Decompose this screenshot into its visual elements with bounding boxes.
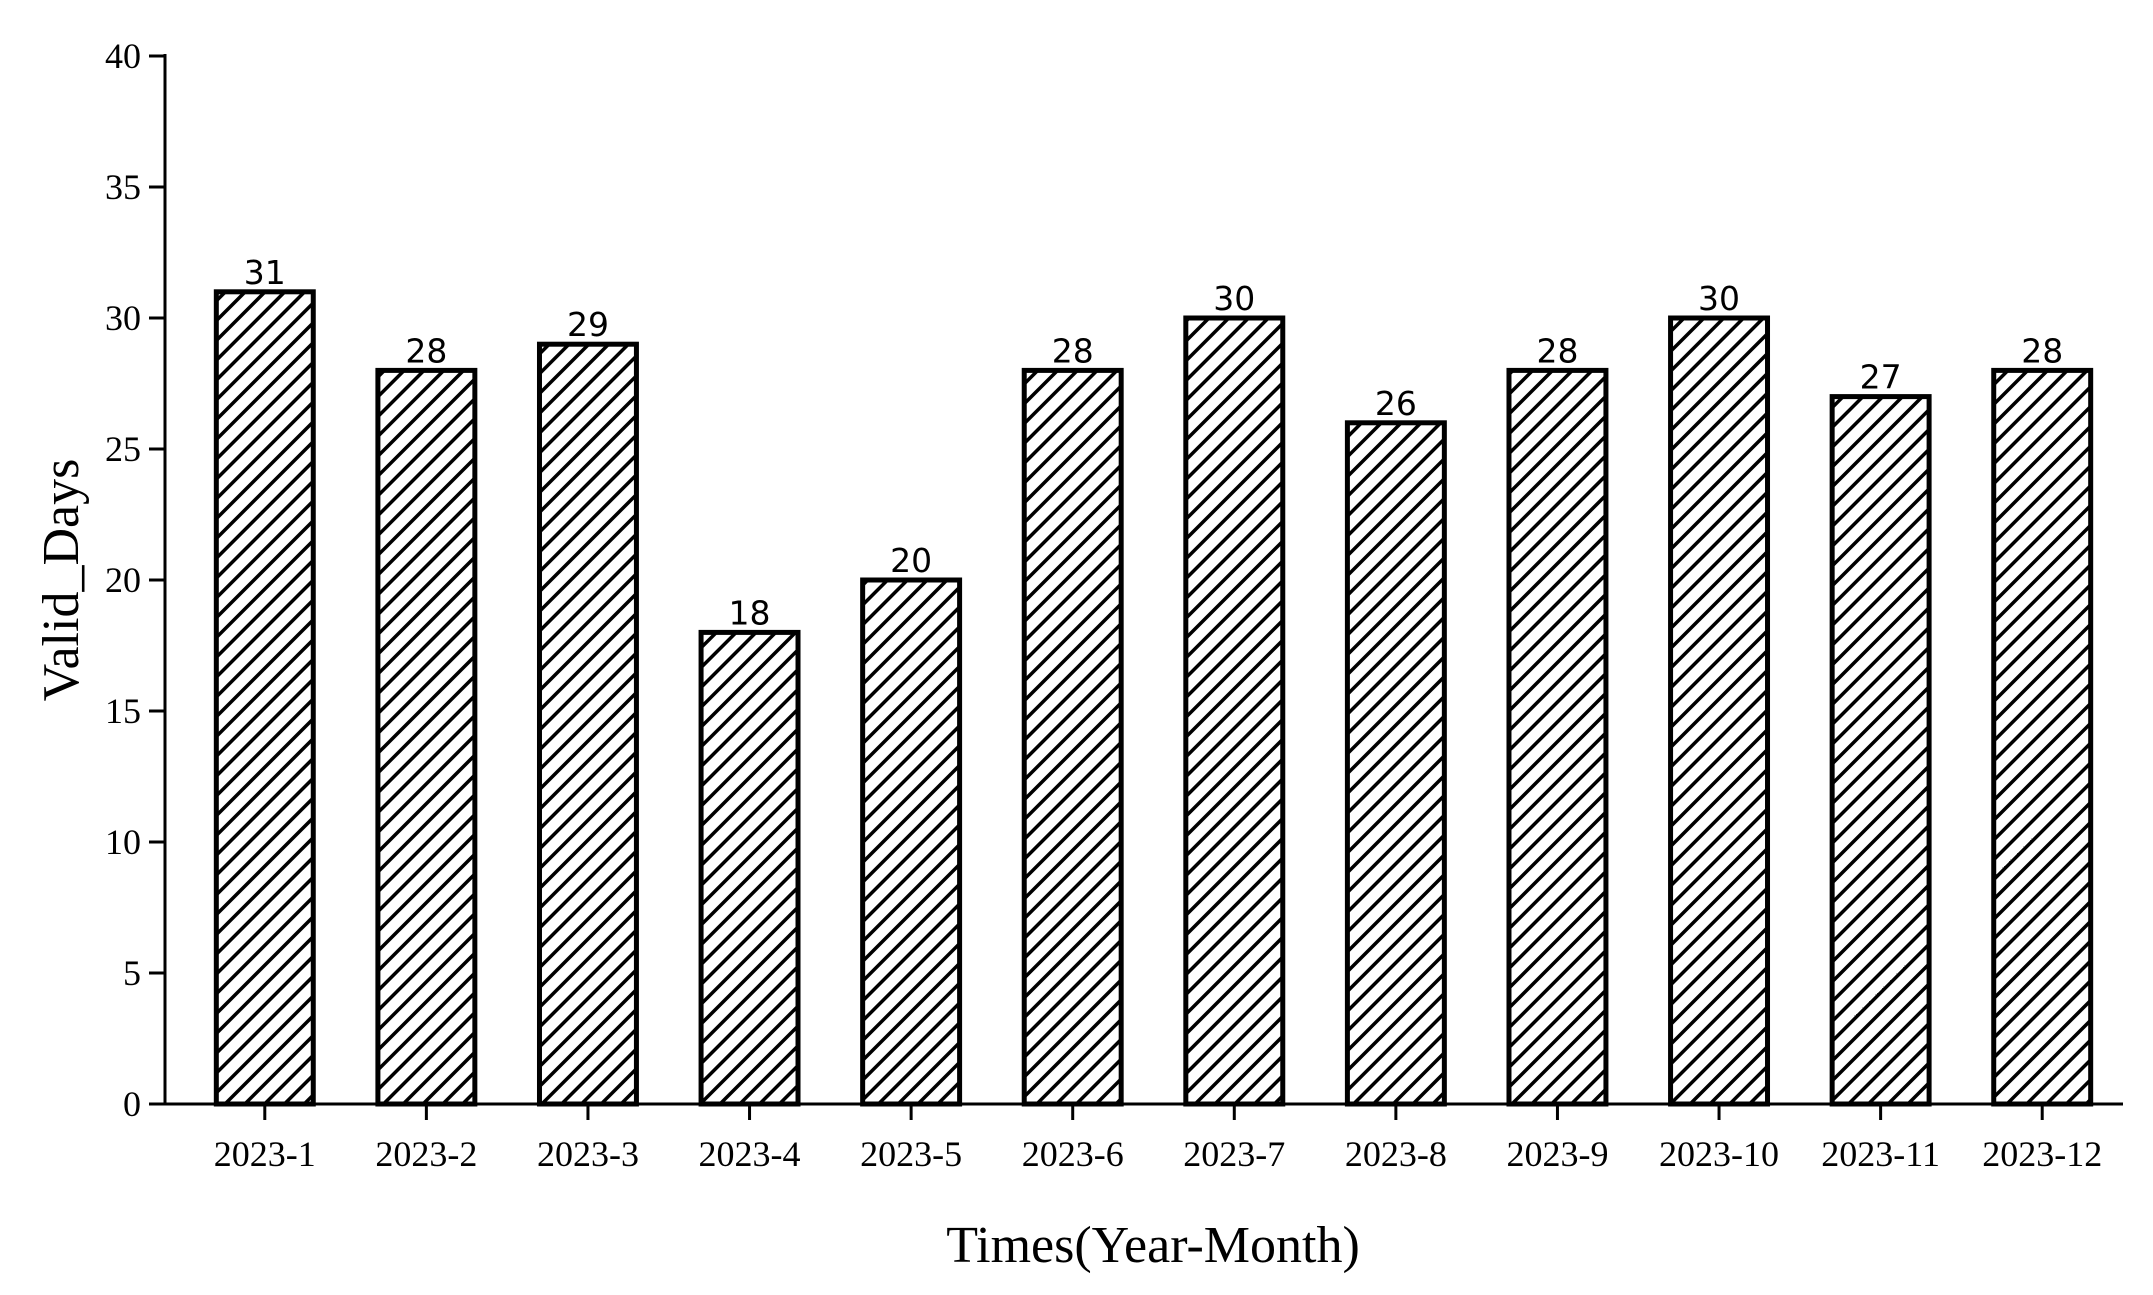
data-label: 27: [1860, 358, 1902, 397]
bar: [1829, 394, 1932, 1107]
bar: [860, 577, 963, 1107]
x-tick-label: 2023-12: [1982, 1134, 2102, 1174]
y-tick-label: 20: [105, 560, 141, 600]
x-tick-label: 2023-1: [214, 1134, 316, 1174]
bar: [1021, 367, 1124, 1107]
bar: [1183, 315, 1286, 1107]
x-tick-label: 2023-9: [1506, 1134, 1608, 1174]
y-axis-title: Valid_Days: [33, 459, 90, 702]
bar: [375, 367, 478, 1107]
x-tick-label: 2023-8: [1345, 1134, 1447, 1174]
bar: [1668, 315, 1771, 1107]
bar: [698, 629, 801, 1107]
y-tick-label: 10: [105, 822, 141, 862]
data-label: 28: [1536, 331, 1578, 370]
data-label: 28: [2021, 331, 2063, 370]
bar: [1344, 420, 1447, 1107]
data-label: 20: [890, 541, 932, 580]
data-label: 28: [1052, 331, 1094, 370]
x-axis-title: Times(Year-Month): [946, 1217, 1360, 1274]
x-tick-label: 2023-6: [1022, 1134, 1124, 1174]
y-tick-label: 15: [105, 691, 141, 731]
bar: [536, 341, 639, 1107]
data-label: 18: [729, 593, 771, 632]
bar: [1991, 367, 2094, 1107]
x-tick-label: 2023-5: [860, 1134, 962, 1174]
x-tick-label: 2023-11: [1821, 1134, 1940, 1174]
y-tick-label: 5: [123, 953, 141, 993]
y-tick-label: 40: [105, 36, 141, 76]
bar: [213, 289, 316, 1107]
bar: [1506, 367, 1609, 1107]
data-label: 30: [1213, 279, 1255, 318]
data-label: 26: [1375, 384, 1417, 423]
y-tick-label: 30: [105, 298, 141, 338]
x-tick-label: 2023-7: [1183, 1134, 1285, 1174]
y-tick-label: 0: [123, 1084, 141, 1124]
y-tick-label: 25: [105, 429, 141, 469]
x-tick-label: 2023-3: [537, 1134, 639, 1174]
data-label: 29: [567, 305, 609, 344]
y-tick-label: 35: [105, 167, 141, 207]
data-label: 31: [244, 253, 286, 292]
x-tick-label: 2023-2: [375, 1134, 477, 1174]
x-tick-label: 2023-10: [1659, 1134, 1779, 1174]
data-label: 28: [405, 331, 447, 370]
x-tick-label: 2023-4: [699, 1134, 801, 1174]
data-label: 30: [1698, 279, 1740, 318]
